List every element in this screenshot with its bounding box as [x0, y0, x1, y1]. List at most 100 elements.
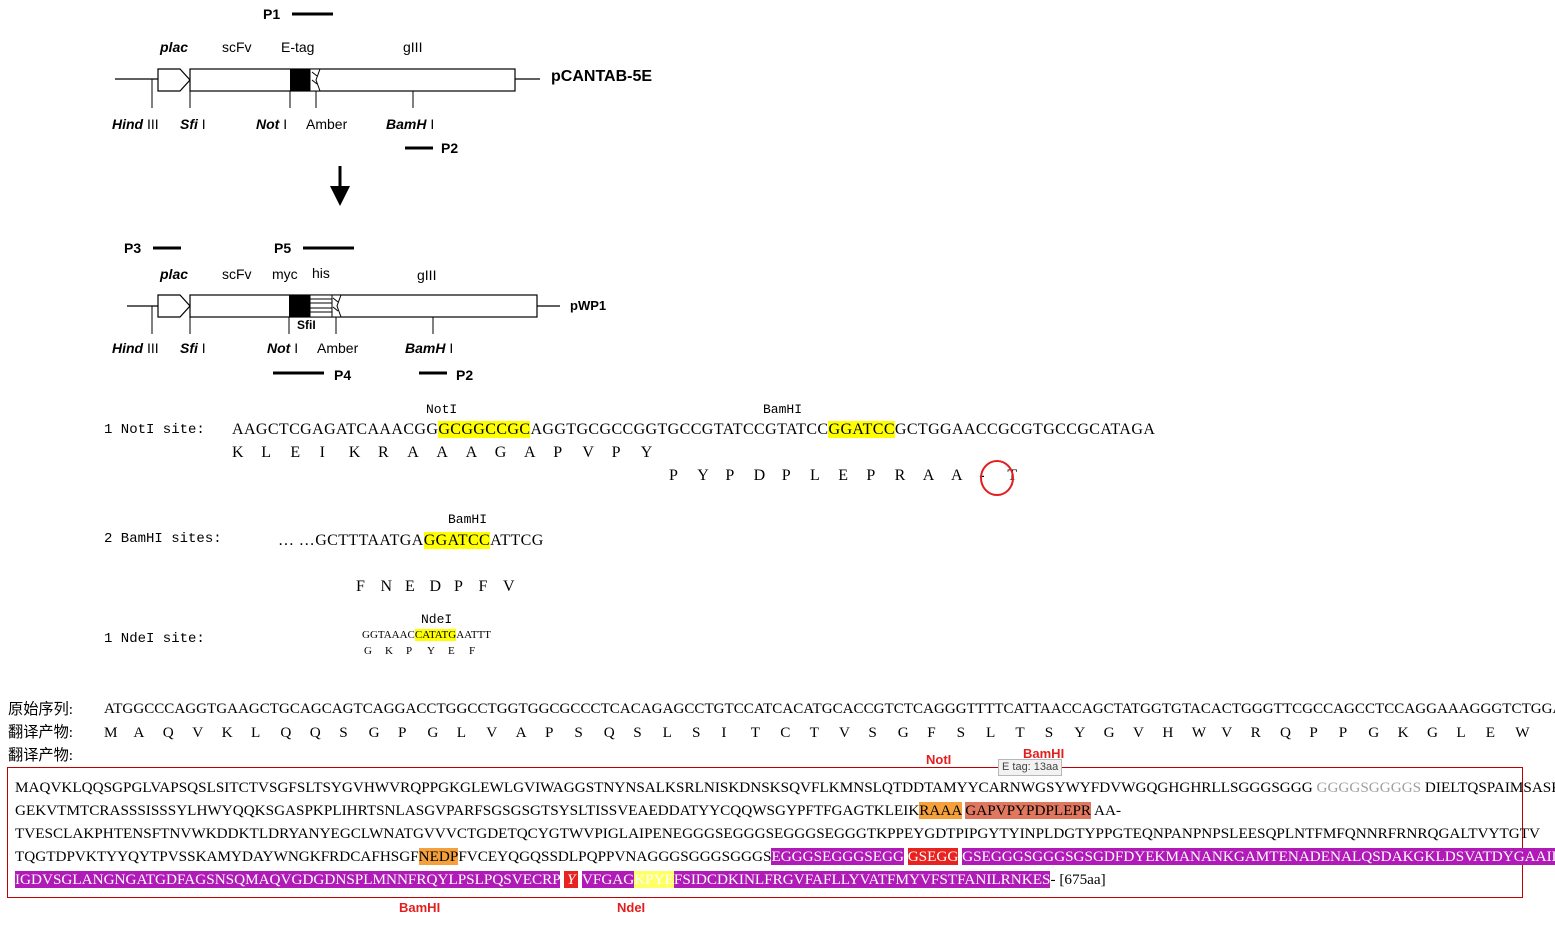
notl-frame2-aa: A	[951, 467, 963, 484]
trans-label-1: 翻译产物:	[8, 724, 73, 741]
protein-line-1: MAQVKLQQSGPGLVAPSQSLSITCTVSGFSLTSYGVHWVR…	[15, 779, 1555, 796]
g3-label-2: gIII	[417, 267, 437, 283]
orig-aa: S	[339, 724, 348, 741]
orig-aa: Q	[280, 724, 292, 741]
his-block	[309, 294, 333, 318]
notl-frame1-aa: V	[582, 444, 594, 461]
amber-label-2: Amber	[317, 340, 359, 356]
bamhi-enzyme-label: BamHI	[763, 402, 803, 417]
ndel-aa: E	[448, 645, 455, 657]
orig-aa: V	[1133, 724, 1144, 741]
orig-aa: E	[1485, 724, 1496, 741]
raaa-highlight: RAAA	[919, 802, 962, 819]
sfi-site-label: Sfi I	[180, 116, 206, 132]
notl-frame1-aa: I	[319, 444, 325, 461]
orig-aa: V	[1221, 724, 1233, 741]
orig-aa: Q	[603, 724, 615, 741]
bamhi-site-enzyme: BamHI	[448, 512, 488, 527]
notl-frame1-aa: E	[290, 444, 301, 461]
notl-frame1-aa: R	[378, 444, 389, 461]
orig-aa: Y	[1074, 724, 1086, 741]
plac-label-2: plac	[160, 266, 189, 282]
amber-label: Amber	[306, 116, 348, 132]
notl-frame2-aa: P	[669, 467, 678, 484]
bamhi-aa: F	[356, 578, 365, 595]
orig-aa: V	[192, 724, 204, 741]
etag-tooltip: E tag: 13aa	[998, 759, 1063, 776]
bamhi-aa: E	[405, 578, 415, 595]
stop-codon-circle	[980, 460, 1014, 496]
orig-aa: S	[633, 724, 642, 741]
plac-promoter-arrow-2	[157, 294, 191, 318]
orig-aa: S	[868, 724, 877, 741]
notl-site-label: 1 NotI site:	[104, 422, 205, 438]
orig-aa: F	[927, 724, 936, 741]
trans-label-2: 翻译产物:	[8, 747, 73, 764]
ndel-site-enzyme: NdeI	[421, 612, 453, 627]
bamhi-aa: V	[503, 578, 515, 595]
notl-frame2-aa: P	[781, 467, 791, 484]
notl-frame2-aa: Y	[697, 467, 709, 484]
ndel-bottom-marker: NdeI	[617, 900, 646, 915]
construct1-name: pCANTAB-5E	[551, 68, 653, 85]
notl-frame1-aa: P	[553, 444, 563, 461]
orig-aa: W	[1191, 724, 1207, 741]
bamhi-aa: N	[380, 578, 393, 595]
orig-aa: L	[1456, 724, 1466, 741]
ndel-aa: G	[364, 645, 372, 657]
orig-aa: S	[1044, 724, 1054, 741]
notl-frame1-aa: P	[611, 444, 621, 461]
notl-frame1-aa: L	[261, 444, 271, 461]
orig-seq-label: 原始序列:	[8, 701, 73, 718]
scfv-myc-his-gIII-box	[189, 294, 538, 318]
myc-block	[289, 295, 310, 317]
orig-aa: R	[1250, 724, 1261, 741]
down-arrow-icon	[330, 166, 350, 206]
orig-aa: H	[1162, 724, 1174, 741]
construct-pwp1	[127, 246, 560, 375]
primer-p4-label: P4	[334, 367, 352, 383]
notl-frame1-aa: A	[436, 444, 448, 461]
notl-frame2-aa: P	[725, 467, 735, 484]
orig-aa: L	[251, 724, 261, 741]
construct2-name: pWP1	[570, 298, 607, 313]
etag-block	[290, 69, 310, 91]
protein-line-3: TVESCLAKPHTENSFTNVWKDDKTLDRYANYEGCLWNATG…	[15, 825, 1540, 842]
orig-aa: K	[221, 724, 233, 741]
notl-frame1-aa: A	[524, 444, 536, 461]
notl-frame2-aa: L	[810, 467, 820, 484]
notl-dna-sequence: AAGCTCGAGATCAAACGGGCGGCCGCAGGTGCGCCGGTGC…	[232, 421, 1156, 438]
orig-aa: M	[104, 724, 118, 741]
sfi-site-label-2: Sfi I	[180, 340, 206, 356]
his-label: his	[312, 265, 330, 281]
primer-p3-label: P3	[124, 240, 142, 256]
notl-frame1-aa: K	[232, 444, 244, 461]
g3-label: gIII	[403, 39, 423, 55]
ndel-aa: Y	[427, 645, 435, 657]
ndel-dna-sequence: GGTAAACCATATGAATTT	[362, 629, 492, 641]
bamhi-aa: F	[478, 578, 488, 595]
construct-pcantab5e	[115, 12, 540, 150]
notl-frame1-aa: K	[348, 444, 361, 461]
orig-aa: K	[1397, 724, 1409, 741]
bamhi-dna-sequence: … …GCTTTAATGAGGATCCATTCG	[278, 532, 544, 549]
notl-frame1-aa: A	[465, 444, 478, 461]
primer-p5-label: P5	[274, 240, 292, 256]
etag-label: E-tag	[281, 39, 315, 55]
orig-aa: L	[662, 724, 672, 741]
protein-sequence: MAQVKLQQSGPGLVAPSQSLSITCTVSGFSLTSYGVHWVR…	[15, 776, 1555, 891]
not-site-label: Not I	[256, 116, 288, 132]
scfv-label: scFv	[222, 39, 252, 55]
protein-line-2: GEKVTMTCRASSSISSSYLHWYQQKSGASPKPLIHRTSNL…	[15, 802, 1122, 819]
sfil-inner-label: SfiI	[297, 318, 316, 332]
orig-aa: S	[574, 724, 583, 741]
orig-aa: V	[839, 724, 850, 741]
orig-aa: Q	[1280, 724, 1291, 741]
vector-diagrams	[115, 12, 560, 375]
kpye-highlight: KPYE	[634, 871, 674, 888]
bamhi-top-marker: BamHI	[1023, 746, 1065, 761]
nedp-highlight: NEDP	[418, 848, 459, 865]
protein-line-4: TQGTDPVKTYYQYTPVSSKAMYDAYWNGKFRDCAFHSGFN…	[15, 845, 1555, 868]
orig-aa: G	[427, 724, 439, 741]
notl-frame2-aa: A	[922, 467, 935, 484]
